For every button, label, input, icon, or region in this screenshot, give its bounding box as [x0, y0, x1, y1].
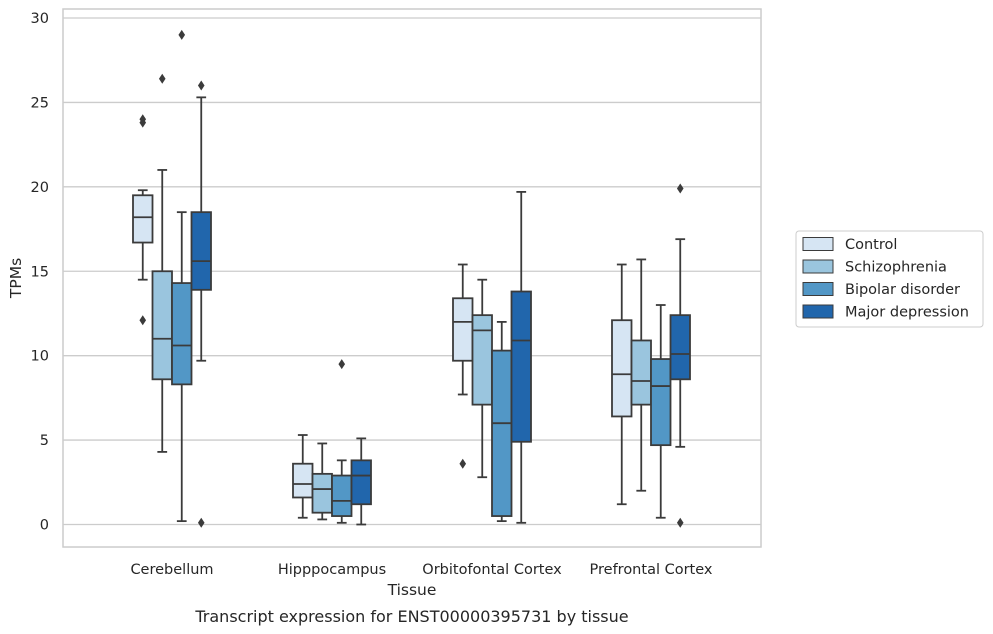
box-group — [650, 304, 672, 519]
x-tick-label: Prefrontal Cortex — [590, 562, 713, 578]
box-group — [471, 278, 493, 479]
y-axis-label: TPMs — [7, 258, 25, 299]
box-group — [669, 183, 691, 528]
box-group — [132, 114, 154, 326]
y-tick-label: 0 — [40, 518, 49, 534]
figure-caption: Transcript expression for ENST0000039573… — [194, 607, 628, 626]
outlier-point — [178, 29, 186, 40]
plot-frame — [62, 8, 762, 548]
box-group — [292, 434, 314, 519]
box-group — [331, 359, 353, 524]
box-group — [350, 437, 372, 526]
legend-label: Bipolar disorder — [845, 282, 960, 298]
legend-swatch — [802, 304, 834, 319]
outlier-point — [158, 73, 166, 84]
y-tick-label: 20 — [31, 180, 49, 196]
y-tick-label: 25 — [31, 95, 49, 111]
y-tick-labels: 0 5 10 15 20 25 30 — [31, 11, 49, 534]
y-tick-label: 5 — [40, 433, 49, 449]
outlier-point — [197, 80, 205, 91]
x-tick-label: Orbitofontal Cortex — [422, 562, 562, 578]
box-iqr — [331, 474, 353, 517]
legend-frame — [795, 230, 984, 328]
legend: Control Schizophrenia Bipolar disorder Majo… — [795, 230, 984, 328]
box-iqr — [190, 211, 212, 291]
legend-swatch — [802, 259, 834, 274]
outlier-point — [139, 315, 147, 326]
box-group — [190, 80, 212, 528]
box-group — [611, 263, 633, 506]
outlier-point — [676, 517, 684, 528]
box-group — [630, 258, 652, 492]
box-iqr — [452, 297, 474, 362]
box-iqr — [669, 314, 691, 381]
box-iqr — [630, 339, 652, 406]
box-iqr — [151, 270, 173, 381]
x-tick-label: Hipppocampus — [278, 562, 386, 578]
box-iqr — [650, 358, 672, 447]
outlier-point — [459, 458, 467, 469]
legend-swatch — [802, 282, 834, 296]
box-group — [491, 320, 513, 523]
outlier-point — [139, 114, 147, 125]
box-group — [151, 73, 173, 453]
box-group — [311, 442, 333, 521]
x-axis-label: Tissue — [387, 581, 437, 599]
box-iqr — [171, 282, 193, 386]
box-iqr — [292, 462, 314, 499]
box-iqr — [311, 472, 333, 514]
box-iqr — [471, 314, 493, 406]
box-iqr — [491, 349, 513, 517]
box-groups — [132, 29, 691, 528]
box-group — [510, 190, 532, 524]
y-tick-label: 30 — [31, 11, 49, 27]
x-tick-labels: Cerebellum Hipppocampus Orbitofontal Corte… — [130, 562, 712, 578]
legend-items: Control Schizophrenia Bipolar disorder Majo… — [802, 237, 969, 321]
outlier-point — [338, 359, 346, 370]
box-iqr — [611, 319, 633, 418]
legend-label: Schizophrenia — [845, 260, 947, 276]
outlier-point — [197, 517, 205, 528]
legend-swatch — [802, 237, 834, 251]
y-tick-label: 15 — [31, 264, 49, 280]
legend-label: Control — [845, 237, 897, 253]
box-group — [452, 263, 474, 469]
box-group — [171, 29, 193, 523]
y-tick-label: 10 — [31, 349, 49, 365]
x-tick-label: Cerebellum — [130, 562, 213, 578]
legend-label: Major depression — [845, 305, 969, 321]
box-iqr — [132, 194, 154, 244]
box-iqr — [350, 459, 372, 506]
box-iqr — [510, 290, 532, 443]
outlier-point — [676, 183, 684, 194]
